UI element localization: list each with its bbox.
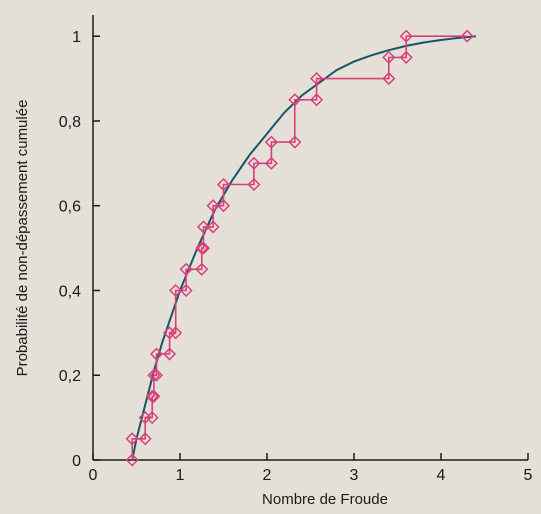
diamond-marker: [288, 93, 302, 107]
diamond-marker: [145, 411, 159, 425]
empirical-step-group: [131, 35, 468, 460]
y-tick-label: 0,4: [59, 283, 81, 300]
x-axis-title: Nombre de Froude: [262, 491, 388, 508]
diamond-marker: [138, 432, 152, 446]
y-axis-title: Probabilité de non-dépassement cumulée: [14, 100, 31, 377]
x-tick-label: 5: [524, 467, 533, 484]
diamond-marker: [196, 220, 211, 234]
diamond-marker: [310, 72, 324, 86]
diamond-marker: [382, 72, 396, 86]
x-tick-label: 2: [263, 467, 272, 484]
diamond-marker: [162, 347, 177, 361]
diamond-marker: [196, 241, 211, 255]
diamond-marker: [288, 135, 302, 149]
diamond-marker: [149, 368, 164, 382]
diamond-marker: [162, 326, 177, 340]
diamond-marker: [149, 347, 164, 361]
diamond-marker: [179, 262, 193, 276]
diamond-marker: [195, 241, 209, 255]
marker-group: [125, 29, 474, 467]
diamond-marker: [382, 50, 396, 64]
diamond-marker: [195, 262, 209, 276]
diamond-marker: [206, 220, 220, 234]
y-tick-label: 1: [72, 29, 81, 46]
diamond-marker: [169, 283, 183, 298]
y-tick-label: 0,8: [59, 114, 81, 131]
diamond-marker: [179, 283, 193, 298]
diamond-marker: [169, 326, 183, 340]
y-tick-label: 0,6: [59, 199, 81, 216]
diamond-marker: [216, 199, 231, 213]
x-tick-label: 4: [437, 467, 446, 484]
fitted-curve: [131, 35, 476, 461]
diamond-marker: [399, 29, 413, 43]
diamond-marker: [247, 156, 261, 170]
diamond-marker: [145, 389, 159, 403]
diamond-marker: [206, 199, 220, 213]
diamond-marker: [147, 368, 161, 382]
x-tick-label: 3: [350, 467, 359, 484]
diamond-marker: [460, 29, 474, 43]
diamond-marker: [264, 156, 278, 170]
empirical-step-line: [131, 35, 468, 460]
x-tick-label: 1: [176, 467, 185, 484]
diamond-marker: [264, 135, 278, 149]
x-ticks: 0 1 2 3 4 5: [89, 453, 533, 484]
diamond-marker: [125, 432, 139, 446]
diamond-marker: [310, 93, 324, 107]
fitted-curve-group: [131, 35, 476, 461]
diamond-marker: [125, 453, 139, 467]
diamond-marker: [399, 50, 413, 64]
y-tick-label: 0,2: [59, 368, 81, 385]
y-tick-label: 0: [72, 453, 81, 470]
x-tick-label: 0: [89, 467, 98, 484]
diamond-marker: [147, 389, 161, 403]
diamond-marker: [247, 177, 261, 192]
diamond-marker: [216, 177, 231, 192]
y-ticks: 0 0,2 0,4 0,6 0,8 1: [59, 29, 100, 470]
